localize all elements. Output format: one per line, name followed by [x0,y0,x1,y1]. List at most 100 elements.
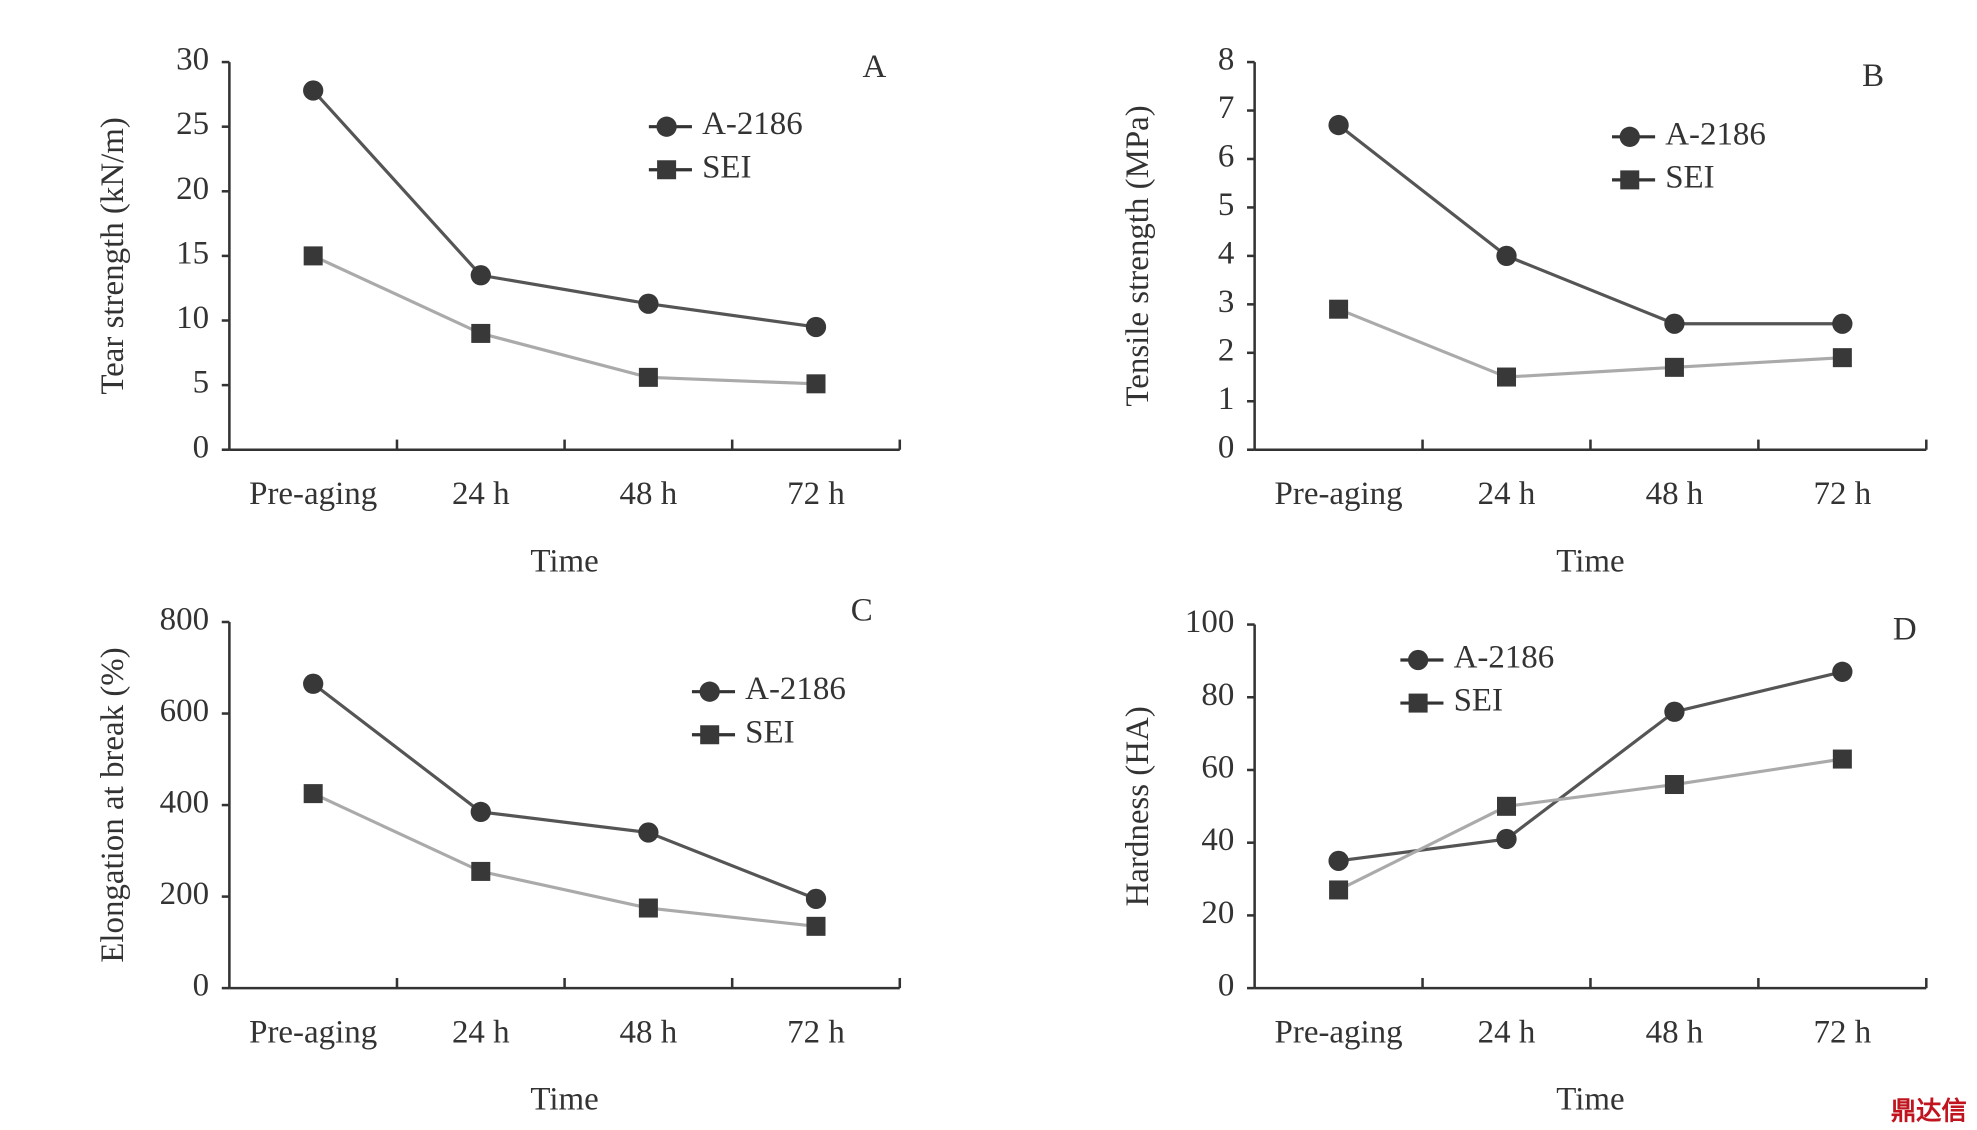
data-point [638,898,658,918]
data-point [1664,357,1684,377]
series-line [1338,670,1843,863]
data-point [806,374,826,394]
x-tick-label: 24 h [1478,1015,1536,1051]
y-tick-label: 10 [176,300,209,336]
x-tick-label: 72 h [1814,476,1872,512]
x-tick-label: 24 h [1478,476,1536,512]
x-tick-label: 48 h [620,476,678,512]
data-point [805,316,827,338]
y-tick-label: 30 [176,42,209,78]
data-point [1496,828,1517,850]
x-tick-label: 48 h [1646,1015,1704,1051]
y-tick-label: 20 [176,171,209,207]
data-point [1664,775,1684,795]
data-point [1832,661,1853,682]
x-axis-label: Time [530,543,598,579]
panel-letter: A [863,49,887,85]
y-axis-label: Hardness (HA) [1120,706,1156,906]
y-tick-label: 2 [1218,332,1234,368]
y-tick-label: 400 [160,785,209,821]
y-tick-label: 0 [193,429,209,465]
y-axis-label: Elongation at break (%) [95,647,131,962]
y-tick-label: 0 [1218,429,1234,465]
y-tick-label: 1 [1218,381,1234,417]
x-axis-label: Time [1556,543,1624,579]
data-point [1496,245,1517,267]
x-tick-label: 24 h [452,1015,510,1051]
y-tick-label: 5 [1218,187,1234,223]
panel-letter: D [1893,612,1917,648]
legend-label: SEI [745,714,794,750]
y-axis-label: Tear strength (kN/m) [95,117,131,395]
x-tick-label: Pre-aging [1275,476,1403,512]
data-point [1328,114,1349,136]
y-tick-label: 3 [1218,284,1234,320]
data-point [1832,348,1852,368]
x-tick-label: 72 h [1814,1015,1872,1051]
x-axis-label: Time [1556,1082,1624,1118]
y-tick-label: 20 [1201,895,1234,931]
data-point [303,673,324,694]
panel-letter: B [1862,58,1884,94]
series-line [312,254,817,386]
data-point [1664,313,1685,334]
watermark: 鼎达信 [1891,1095,1967,1125]
data-point [805,888,827,910]
data-point [1329,299,1349,319]
legend-marker [699,681,720,702]
data-point [303,246,323,266]
legend-marker [656,116,677,137]
series-line [1338,307,1843,379]
data-point [303,784,323,804]
y-tick-label: 40 [1201,822,1234,858]
y-tick-label: 5 [193,365,209,401]
legend-label: A-2186 [702,106,803,142]
legend-marker [700,725,720,745]
series-line [312,89,817,329]
legend-label: SEI [1454,683,1503,719]
x-tick-label: 48 h [1646,476,1704,512]
legend-marker [1619,126,1640,147]
series-line [312,792,817,928]
y-tick-label: 800 [160,602,209,638]
y-tick-label: 15 [176,235,209,271]
y-tick-label: 8 [1218,42,1234,78]
data-point [1497,796,1517,816]
legend-label: A-2186 [1454,640,1555,676]
y-tick-label: 80 [1201,677,1234,713]
y-tick-label: 0 [193,968,209,1004]
y-tick-label: 6 [1218,139,1234,175]
data-point [638,293,659,314]
data-point [1329,880,1349,900]
y-tick-label: 100 [1185,604,1234,640]
x-tick-label: Pre-aging [249,476,377,512]
data-point [1664,701,1685,722]
data-point [470,265,491,286]
y-tick-label: 200 [160,876,209,912]
series-line [1337,123,1843,326]
y-tick-label: 0 [1218,968,1234,1004]
legend-label: SEI [702,149,751,185]
data-point [1832,749,1852,769]
x-tick-label: 48 h [620,1015,678,1051]
legend-marker [1408,693,1428,713]
data-point [1328,850,1349,871]
y-tick-label: 60 [1201,750,1234,786]
data-point [470,801,491,823]
y-axis-label: Tensile strength (MPa) [1120,105,1156,406]
data-point [638,367,658,387]
x-tick-label: Pre-aging [1275,1015,1403,1051]
data-point [471,323,491,343]
legend-marker [1620,170,1640,190]
x-tick-label: 24 h [452,476,510,512]
y-tick-label: 25 [176,106,209,142]
legend-marker [1407,649,1429,671]
data-point [638,822,659,843]
series-line [312,682,817,901]
y-tick-label: 4 [1218,235,1234,271]
data-point [1832,313,1853,334]
data-point [806,916,826,936]
legend-label: SEI [1665,159,1714,195]
x-axis-label: Time [530,1082,598,1118]
